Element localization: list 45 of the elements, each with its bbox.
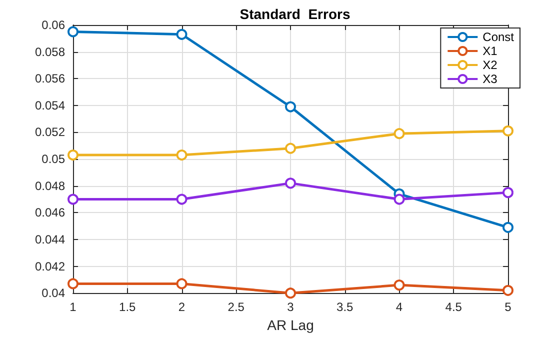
y-tick-label: 0.056	[34, 72, 66, 86]
y-tick-label: 0.042	[34, 259, 66, 274]
legend-label: X1	[482, 44, 498, 58]
point	[176, 28, 188, 40]
y-tick-label: 0.058	[34, 44, 66, 59]
point	[176, 150, 188, 161]
point	[68, 278, 78, 290]
point	[285, 288, 296, 299]
point	[176, 194, 188, 205]
point	[394, 280, 405, 291]
point	[68, 150, 78, 161]
x-tick-label: 2.5	[228, 300, 245, 314]
x-tick-label: 3	[287, 300, 294, 314]
x-tick-label: 1.5	[119, 300, 136, 314]
x-axis-title: AR Lag	[267, 317, 314, 333]
legend-label: X2	[482, 58, 498, 72]
point	[394, 194, 405, 205]
y-tick-label: 0.06	[42, 18, 66, 32]
point	[502, 187, 514, 198]
y-tick-label: 0.044	[34, 232, 66, 246]
point	[285, 142, 296, 154]
point	[68, 194, 78, 205]
x-tick-label: 3.5	[336, 300, 354, 314]
x-tick-label: 4	[396, 300, 403, 314]
x-tick-label: 1	[70, 300, 77, 314]
y-tick-label: 0.046	[34, 206, 66, 220]
y-tick-label: 0.048	[34, 178, 66, 193]
y-tick-label: 0.04	[42, 286, 66, 300]
y-tick-label: 0.052	[34, 125, 66, 140]
legend-label: Const	[482, 30, 515, 44]
point	[176, 278, 188, 290]
legend-label: X3	[482, 72, 498, 86]
point	[68, 26, 78, 38]
chart-title: Standard Errors	[240, 6, 350, 22]
x-tick-label: 4.5	[445, 300, 462, 314]
y-tick-label: 0.05	[42, 152, 66, 166]
point	[394, 128, 405, 140]
x-tick-label: 5	[504, 300, 512, 314]
y-tick-label: 0.054	[34, 98, 66, 112]
point	[502, 222, 514, 233]
point	[285, 101, 296, 112]
point	[502, 125, 514, 136]
point	[285, 178, 296, 189]
x-tick-label: 2	[178, 300, 186, 314]
point	[502, 284, 514, 296]
